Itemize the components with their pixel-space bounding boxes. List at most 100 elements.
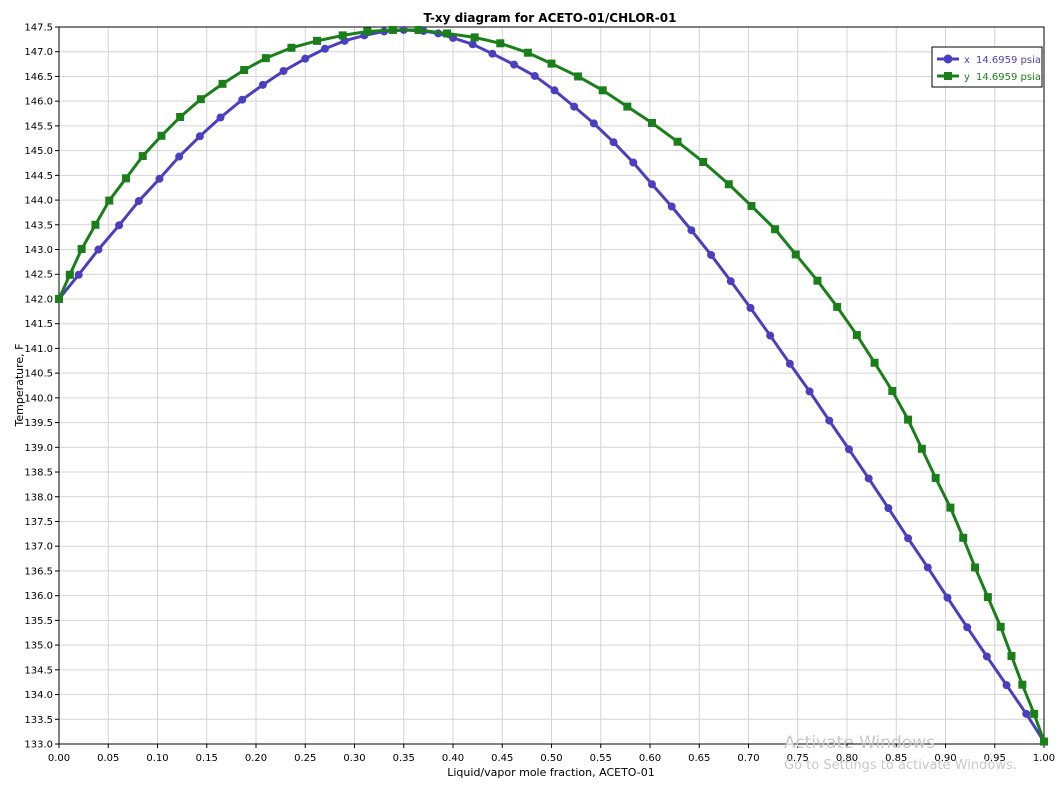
series-x-point — [510, 60, 519, 69]
series-y-point — [77, 245, 86, 254]
series-x-point — [530, 71, 539, 80]
y-tick-label: 137.0 — [24, 542, 53, 553]
series-y-point — [313, 36, 322, 45]
y-tick-label: 143.0 — [24, 245, 53, 256]
y-tick-label: 135.0 — [24, 641, 53, 652]
series-y-point — [983, 593, 992, 602]
x-axis-title: Liquid/vapor mole fraction, ACETO-01 — [447, 766, 655, 779]
x-tick-label: 0.70 — [737, 753, 759, 764]
y-tick-label: 135.5 — [24, 616, 53, 627]
y-tick-label: 139.5 — [24, 418, 53, 429]
series-y-point — [443, 29, 452, 38]
series-y-point — [65, 270, 74, 279]
series-x-point — [629, 158, 638, 167]
y-tick-label: 134.5 — [24, 665, 53, 676]
x-tick-label: 0.80 — [836, 753, 858, 764]
watermark-title: Activate Windows — [784, 733, 935, 753]
legend-label-y: 14.6959 psia — [976, 72, 1041, 83]
series-y-point — [196, 95, 205, 104]
x-tick-label: 0.75 — [787, 753, 809, 764]
series-x-point — [982, 652, 991, 661]
series-y-point — [388, 25, 397, 34]
series-x-point — [785, 359, 794, 368]
y-tick-label: 133.5 — [24, 715, 53, 726]
x-tick-label: 0.60 — [639, 753, 661, 764]
series-y-point — [946, 503, 955, 512]
x-tick-label: 0.05 — [97, 753, 119, 764]
series-x-point — [884, 504, 893, 513]
x-tick-label: 0.50 — [540, 753, 562, 764]
y-tick-label: 141.0 — [24, 344, 53, 355]
series-y-point — [1030, 709, 1039, 718]
series-y-point — [931, 473, 940, 482]
series-y-point — [523, 48, 532, 57]
series-y-point — [138, 152, 147, 161]
series-y-point — [91, 220, 100, 229]
series-y-point — [496, 39, 505, 48]
y-tick-label: 142.5 — [24, 270, 53, 281]
series-y-point — [888, 386, 897, 395]
y-tick-label: 134.0 — [24, 690, 53, 701]
series-y-point — [218, 79, 227, 88]
watermark-subtitle: Go to Settings to activate Windows. — [784, 758, 1017, 773]
series-x-point — [1002, 681, 1011, 690]
x-tick-label: 0.45 — [491, 753, 513, 764]
grid-lines — [58, 26, 1045, 745]
series-x-point — [238, 95, 247, 104]
series-x-point — [864, 474, 873, 483]
series-x-point — [687, 226, 696, 235]
y-tick-label: 137.5 — [24, 517, 53, 528]
series-x-point — [320, 44, 329, 53]
series-x-point — [175, 152, 184, 161]
y-axis-title: Temperature, F — [13, 344, 26, 428]
y-tick-label: 141.5 — [24, 319, 53, 330]
series-y-point — [287, 43, 296, 52]
x-tick-label: 0.30 — [343, 753, 365, 764]
y-tick-label: 136.5 — [24, 566, 53, 577]
series-y-point — [917, 444, 926, 453]
series-x-point — [707, 250, 716, 259]
series-x-point — [74, 270, 83, 279]
series-y-point — [724, 180, 733, 189]
x-tick-label: 0.25 — [294, 753, 316, 764]
series-y-point — [1040, 737, 1048, 746]
x-tick-label: 0.55 — [590, 753, 612, 764]
series-y-point — [791, 250, 800, 259]
series-x-point — [609, 138, 618, 147]
series-y-point — [673, 137, 682, 146]
legend-prefix-y: y — [964, 72, 970, 83]
series-x-point — [468, 40, 477, 49]
x-tick-label: 0.40 — [442, 753, 464, 764]
series-x-point — [766, 331, 775, 340]
series-x-point — [155, 174, 164, 183]
series-y-point — [338, 31, 347, 40]
y-tick-label: 133.0 — [24, 740, 53, 751]
y-tick-label: 139.0 — [24, 443, 53, 454]
x-tick-label: 0.95 — [984, 753, 1006, 764]
series-x-point — [844, 445, 853, 454]
series-y-point — [852, 331, 861, 340]
series-x-point — [550, 86, 559, 95]
series-y-point — [121, 174, 130, 183]
y-axis-ticks: 133.0 133.5 134.0 134.5 135.0 135.5 136.0 136.5… — [24, 23, 59, 751]
y-tick-label: 138.5 — [24, 468, 53, 479]
series-x-point — [570, 102, 579, 111]
series-y-point — [363, 27, 372, 36]
series-y-point — [833, 302, 842, 311]
series-x-point — [647, 180, 656, 189]
y-tick-label: 138.0 — [24, 492, 53, 503]
series-x-point — [488, 49, 497, 58]
series-x-point — [216, 113, 225, 122]
legend: x 14.6959 psia y 14.6959 psia — [931, 46, 1043, 88]
y-tick-label: 145.5 — [24, 121, 53, 132]
y-tick-label: 143.5 — [24, 220, 53, 231]
series-layer — [55, 25, 1048, 746]
legend-label-x: 14.6959 psia — [976, 55, 1041, 66]
series-y-point — [470, 33, 479, 42]
y-tick-label: 144.0 — [24, 196, 53, 207]
series-x — [55, 25, 1048, 746]
series-x-point — [963, 623, 972, 632]
series-y-point — [870, 358, 879, 367]
legend-marker-y — [944, 72, 952, 80]
x-axis-ticks: 0.00 0.05 0.10 0.15 0.20 0.25 0.30 0.35 0.40 0.45… — [48, 744, 1055, 764]
